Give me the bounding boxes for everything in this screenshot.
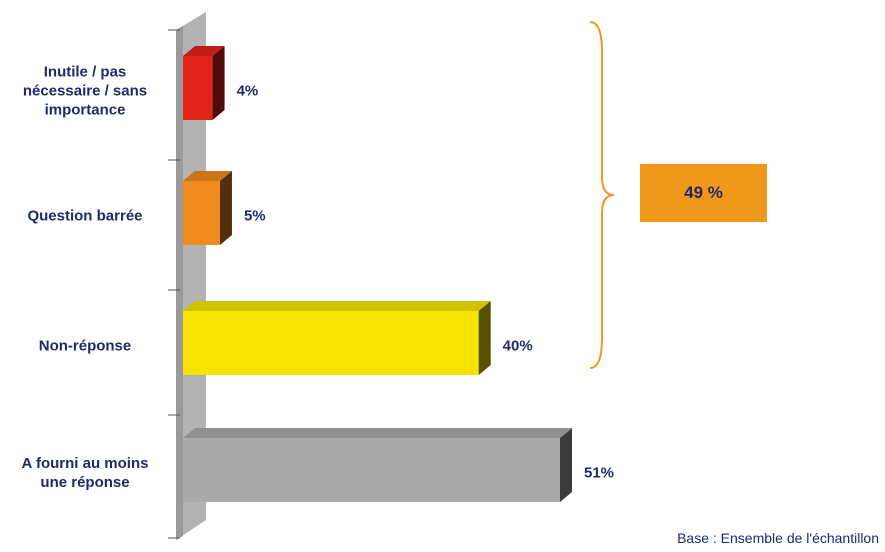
summary-total-box: 49 %: [640, 164, 767, 222]
bar-top-face: [183, 46, 225, 56]
bar-top-face: [183, 428, 572, 438]
bar-side-face: [478, 301, 491, 375]
category-label: Non-réponse: [38, 337, 132, 355]
axis-wall: [176, 12, 206, 540]
bar-side-face: [560, 428, 572, 502]
summary-total-label: 49 %: [684, 183, 723, 202]
bar: [183, 56, 213, 120]
bar: [183, 438, 560, 502]
bar-top-face: [183, 171, 232, 181]
bar-top-face: [183, 301, 491, 311]
axis-wall-edge: [176, 26, 183, 540]
bar: [183, 311, 479, 375]
category-label: Inutile / pas nécessaire / sans importance: [22, 63, 148, 119]
value-label: 5%: [243, 207, 266, 225]
bar-side-face: [212, 46, 225, 120]
value-label: 4%: [236, 82, 259, 100]
bar-side-face: [219, 171, 232, 245]
value-label: 40%: [502, 337, 533, 355]
base-note: Base : Ensemble de l'échantillon: [677, 530, 879, 546]
group-bracket: [589, 21, 615, 369]
category-label: A fourni au moins une réponse: [21, 455, 149, 491]
bar: [183, 181, 220, 245]
category-label: Question barrée: [27, 207, 143, 225]
value-label: 51%: [584, 464, 615, 482]
